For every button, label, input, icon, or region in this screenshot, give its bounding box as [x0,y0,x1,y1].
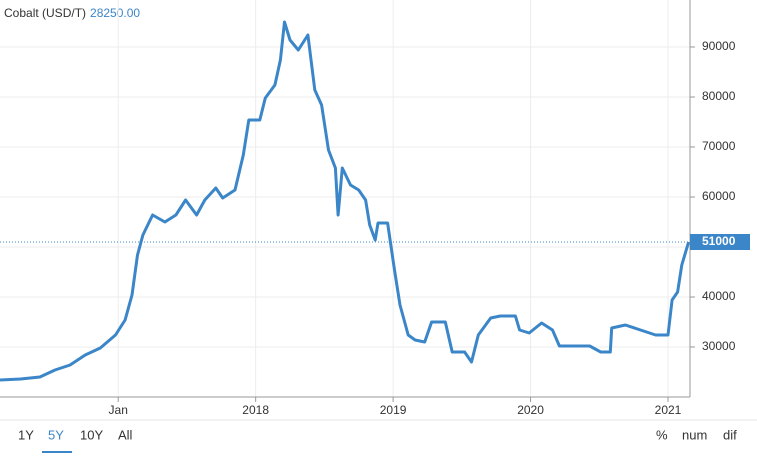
x-tick-label: 2019 [380,403,407,417]
y-tick-label: 60000 [702,189,736,203]
range-button[interactable]: 1Y [18,427,34,442]
mode-button[interactable]: % [656,427,668,442]
y-tick-label: 30000 [702,339,736,353]
x-tick-label: 2018 [242,403,269,417]
y-tick-label: 90000 [702,39,736,53]
last-value-badge [690,234,750,250]
x-tick-label: 2021 [655,403,682,417]
symbol: Cobalt (USD/T) [4,6,86,20]
y-tick-label: 70000 [702,139,736,153]
y-tick-label: 80000 [702,89,736,103]
mode-button[interactable]: num [682,427,707,442]
range-button[interactable]: 5Y [48,427,64,442]
range-button[interactable]: 10Y [80,427,103,442]
x-tick-label: 2020 [517,403,544,417]
price-line [0,20,691,382]
x-tick-label: Jan [109,403,128,417]
range-button[interactable]: All [118,427,133,442]
mode-button[interactable]: dif [723,427,737,442]
y-tick-label: 40000 [702,289,736,303]
last-value-label: 51000 [702,234,736,248]
quote: 28250.00 [90,6,140,20]
